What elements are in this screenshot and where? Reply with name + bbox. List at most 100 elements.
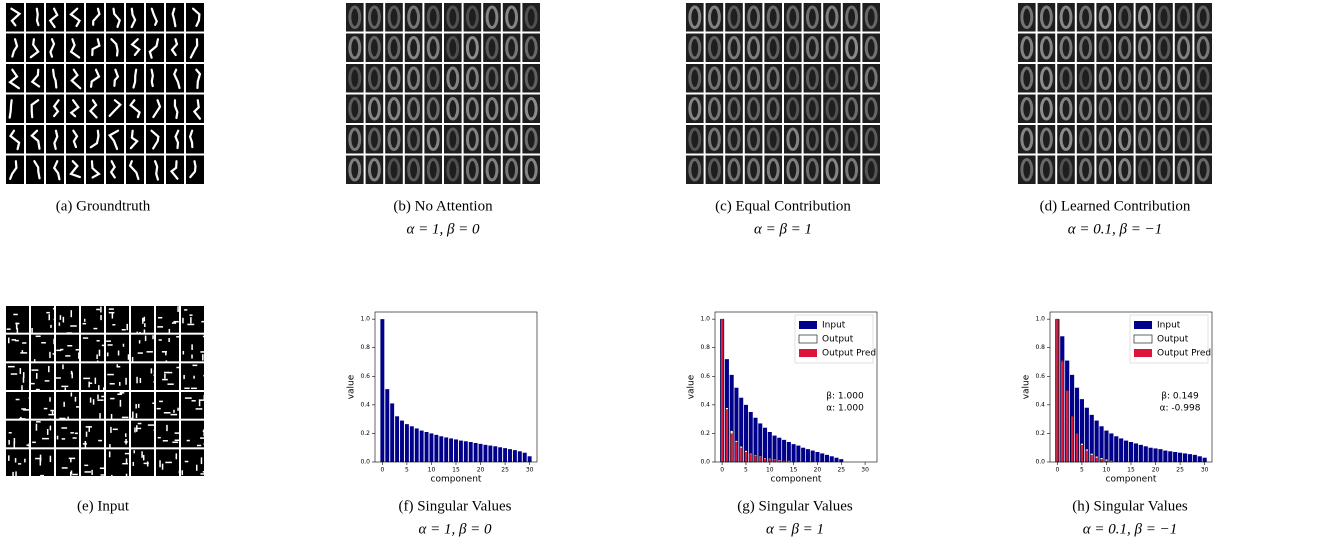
image-blob — [786, 96, 800, 121]
image-cell — [31, 334, 54, 362]
image-stroke — [52, 99, 60, 118]
image-stroke — [113, 68, 120, 87]
bar — [449, 438, 454, 462]
image-fragment — [168, 328, 171, 336]
bar — [414, 428, 419, 462]
image-cell — [56, 306, 79, 333]
image-fragment — [122, 462, 128, 465]
panel-caption: (c) Equal Contribution — [715, 198, 851, 214]
image-fragment — [124, 433, 127, 437]
image-cell — [131, 334, 154, 362]
bar — [1056, 319, 1059, 462]
image-fragment — [143, 462, 149, 465]
image-cell — [106, 420, 129, 448]
image-blob — [805, 157, 819, 182]
image-fragment — [19, 418, 26, 420]
image-blob — [1157, 127, 1171, 152]
image-fragment — [93, 327, 98, 330]
image-fragment — [200, 437, 204, 439]
image-fragment — [203, 374, 208, 377]
image-fragment — [48, 413, 55, 416]
image-fragment — [71, 372, 73, 379]
image-blob — [786, 35, 800, 60]
panel-caption: (g) Singular Values — [737, 498, 853, 514]
image-blob — [747, 96, 761, 121]
image-blob — [1098, 127, 1112, 152]
x-tick-label: 10 — [766, 467, 774, 474]
image-blob — [727, 66, 741, 91]
image-stroke — [153, 160, 160, 181]
image-cell — [6, 334, 29, 362]
image-fragment — [22, 372, 25, 379]
x-tick-label: 25 — [837, 467, 845, 474]
image-fragment — [15, 322, 18, 330]
image-cell — [31, 363, 54, 390]
bar — [758, 423, 763, 462]
image-fragment — [109, 383, 115, 385]
image-cell — [146, 94, 164, 123]
image-blob — [1098, 35, 1112, 60]
image-cell — [186, 94, 204, 123]
image-blob — [1118, 127, 1132, 152]
image-fragment — [50, 409, 54, 412]
image-grid — [1017, 2, 1213, 185]
panel-caption: (d) Learned Contribution — [1040, 198, 1191, 214]
x-tick-label: 0 — [1055, 467, 1059, 474]
image-blob — [1177, 96, 1191, 121]
x-axis-label: component — [1106, 475, 1157, 485]
image-fragment — [161, 463, 164, 470]
image-blob — [446, 127, 460, 152]
image-fragment — [147, 424, 155, 426]
image-blob — [1177, 66, 1191, 91]
image-blob — [1137, 66, 1151, 91]
image-blob — [348, 66, 362, 91]
image-blob — [1196, 157, 1210, 182]
image-blob — [426, 5, 440, 30]
image-fragment — [132, 411, 134, 419]
image-blob — [524, 96, 538, 121]
annotation: β: 0.149 — [1161, 392, 1199, 402]
image-fragment — [7, 337, 10, 344]
bar — [424, 432, 429, 462]
bar — [1119, 438, 1124, 462]
y-tick-label: 0.0 — [700, 459, 710, 466]
image-fragment — [70, 470, 73, 475]
image-fragment — [170, 413, 178, 416]
image-fragment — [153, 370, 156, 374]
image-fragment — [56, 435, 59, 440]
bar — [773, 459, 776, 462]
image-fragment — [136, 376, 138, 384]
image-blob — [786, 5, 800, 30]
bar — [815, 452, 820, 462]
image-cell — [106, 392, 129, 419]
image-stroke — [173, 99, 179, 120]
legend-label: Input — [822, 321, 846, 331]
image-stroke — [33, 160, 41, 180]
panel-caption: (h) Singular Values — [1072, 498, 1188, 514]
image-fragment — [56, 349, 62, 352]
image-blob — [1079, 5, 1093, 30]
image-fragment — [162, 378, 168, 381]
image-blob — [766, 96, 780, 121]
image-blob — [845, 96, 859, 121]
image-fragment — [61, 438, 66, 440]
bar — [1061, 360, 1064, 462]
x-tick-label: 0 — [720, 467, 724, 474]
image-background — [345, 2, 541, 185]
bar — [522, 452, 527, 462]
image-cell — [81, 363, 104, 390]
image-fragment — [56, 377, 61, 379]
image-blob — [1059, 96, 1073, 121]
image-blob — [426, 66, 440, 91]
bar — [772, 435, 777, 462]
bar — [1114, 436, 1119, 462]
image-blob — [727, 5, 741, 30]
image-blob — [1098, 157, 1112, 182]
image-blob — [367, 5, 381, 30]
image-fragment — [13, 438, 16, 445]
image-fragment — [137, 352, 143, 354]
bar — [805, 449, 810, 462]
image-blob — [485, 5, 499, 30]
image-fragment — [183, 374, 185, 380]
